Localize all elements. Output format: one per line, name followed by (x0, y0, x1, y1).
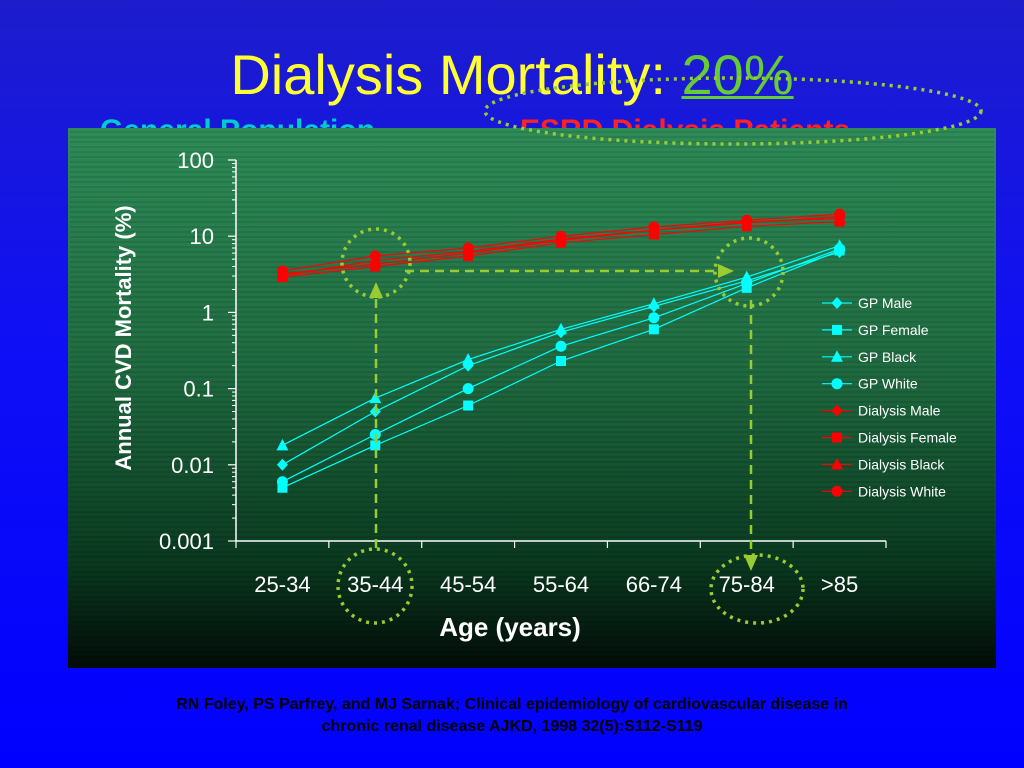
x-axis-title: Age (years) (439, 612, 581, 642)
data-point-gp-black (647, 297, 660, 309)
legend-marker (831, 350, 843, 362)
legend-label: Dialysis Black (858, 456, 945, 472)
legend-item-gp-black: GP Black (822, 349, 917, 365)
legend-label: GP White (858, 376, 918, 392)
data-point-dialysis-female (370, 261, 381, 272)
data-point-gp-male (276, 458, 288, 471)
legend-marker (831, 404, 843, 417)
dotted-circle-age-75-84 (709, 553, 805, 625)
data-point-gp-black (462, 353, 475, 365)
arrowhead-right (718, 264, 734, 278)
legend-marker (831, 297, 843, 309)
data-point-dialysis-white (648, 221, 660, 233)
data-point-gp-white (555, 340, 567, 352)
data-point-gp-female (463, 400, 474, 411)
data-point-dialysis-white (741, 214, 753, 226)
data-point-dialysis-white (276, 265, 288, 277)
data-point-dialysis-white (462, 242, 474, 254)
slide-title: Dialysis Mortality: 20% (0, 44, 1024, 106)
data-point-gp-female (556, 356, 566, 367)
data-point-gp-white (834, 243, 846, 255)
axis-labels: Age (years) Annual CVD Mortality (%) (111, 205, 581, 642)
legend-marker (831, 485, 843, 497)
legend-label: GP Male (858, 295, 912, 311)
data-point-gp-female (370, 440, 381, 451)
x-tick-label: 55-64 (533, 572, 589, 597)
legend-marker (831, 457, 843, 470)
legend-label: Dialysis Male (858, 403, 941, 419)
arrowhead-down (744, 555, 758, 571)
y-tick-label: 1 (202, 300, 214, 325)
data-point-gp-black (555, 322, 567, 335)
data-point-gp-white (741, 277, 753, 289)
data-point-gp-female (648, 324, 659, 335)
data-point-dialysis-white (834, 208, 846, 220)
legend-item-dialysis-white: Dialysis White (822, 483, 946, 499)
x-tick-label: 75-84 (719, 572, 775, 597)
annotations (336, 76, 983, 625)
x-tick-label: 35-44 (347, 572, 403, 597)
title-prefix: Dialysis Mortality: (230, 43, 682, 106)
legend-marker (832, 324, 842, 335)
legend-item-dialysis-black: Dialysis Black (822, 456, 945, 472)
x-tick-label: 25-34 (254, 572, 310, 597)
legend-label: Dialysis Female (858, 430, 957, 446)
dotted-circle-gp-75-84 (713, 236, 785, 308)
y-tick-label: 0.01 (171, 453, 214, 478)
citation-line-1: RN Foley, PS Parfrey, and MJ Sarnak; Cli… (176, 696, 848, 713)
x-tick-label: >85 (821, 572, 858, 597)
data-point-gp-white (276, 476, 288, 488)
legend-marker (832, 432, 842, 443)
data-point-gp-white (648, 312, 660, 324)
citation: RN Foley, PS Parfrey, and MJ Sarnak; Cli… (60, 694, 964, 738)
y-axis-title: Annual CVD Mortality (%) (111, 205, 136, 470)
dotted-circle-dialysis-35-44 (340, 227, 412, 299)
legend-label: Dialysis White (858, 483, 946, 499)
legend-item-gp-male: GP Male (822, 295, 912, 311)
citation-line-2: chronic renal disease AJKD, 1998 32(5):S… (321, 718, 703, 735)
legend-item-gp-female: GP Female (822, 322, 929, 338)
chart-axes: 100 10 1 0.1 0.01 0.001 25-34 35-44 45-54 55-64 66… (159, 148, 887, 597)
data-point-gp-female (277, 482, 288, 493)
legend-item-dialysis-female: Dialysis Female (822, 430, 957, 446)
y-tick-label: 100 (177, 148, 214, 173)
data-point-gp-black (276, 438, 289, 451)
legend-item-gp-white: GP White (822, 376, 918, 392)
y-tick-label: 10 (190, 224, 214, 249)
y-tick-label: 0.1 (183, 377, 214, 402)
legend-marker (831, 378, 843, 390)
data-point-dialysis-white (555, 230, 567, 242)
legend-label: GP Black (858, 349, 917, 365)
legend: GP Male GP Female GP Black GP White Dialysis… (822, 295, 957, 499)
dotted-ellipse-title (483, 76, 983, 146)
title-highlight: 20% (681, 43, 794, 106)
arrowhead-up (369, 282, 383, 298)
x-tick-label: 66-74 (626, 572, 682, 597)
legend-label: GP Female (858, 322, 929, 338)
x-tick-label: 45-54 (440, 572, 496, 597)
dotted-circle-age-35-44 (336, 547, 414, 625)
data-point-dialysis-white (369, 250, 381, 262)
series-dialysis-white (276, 208, 846, 277)
y-tick-label: 0.001 (159, 529, 214, 554)
data-point-gp-white (462, 383, 474, 395)
series-layer (276, 208, 846, 493)
legend-item-dialysis-male: Dialysis Male (822, 403, 941, 419)
